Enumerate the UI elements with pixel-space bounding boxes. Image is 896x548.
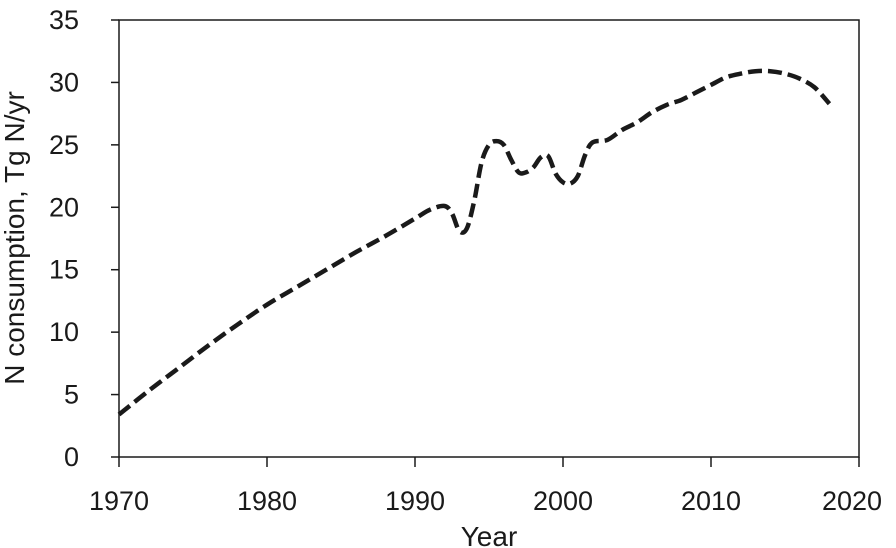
x-tick-label: 2020 (822, 486, 882, 516)
y-tick-label: 25 (49, 130, 79, 160)
series-line (117, 68, 832, 417)
y-tick-label: 15 (49, 255, 79, 285)
y-axis-ticks: 0 5 10 15 20 25 30 35 (49, 5, 119, 472)
y-tick-label: 5 (64, 380, 79, 410)
y-axis-title: N consumption, Tg N/yr (0, 91, 30, 385)
x-tick-label: 1990 (385, 486, 445, 516)
x-tick-label: 1980 (237, 486, 297, 516)
y-tick-label: 10 (49, 317, 79, 347)
plot-area (118, 19, 860, 458)
x-tick-label: 2000 (533, 486, 593, 516)
y-tick-label: 35 (49, 5, 79, 35)
y-tick-label: 0 (64, 442, 79, 472)
y-tick-label: 30 (49, 67, 79, 97)
x-axis-ticks: 1970 1980 1990 2000 2010 2020 (89, 457, 882, 516)
x-axis-title: Year (461, 521, 518, 548)
x-tick-label: 1970 (89, 486, 149, 516)
x-tick-label: 2010 (681, 486, 741, 516)
y-tick-label: 20 (49, 192, 79, 222)
